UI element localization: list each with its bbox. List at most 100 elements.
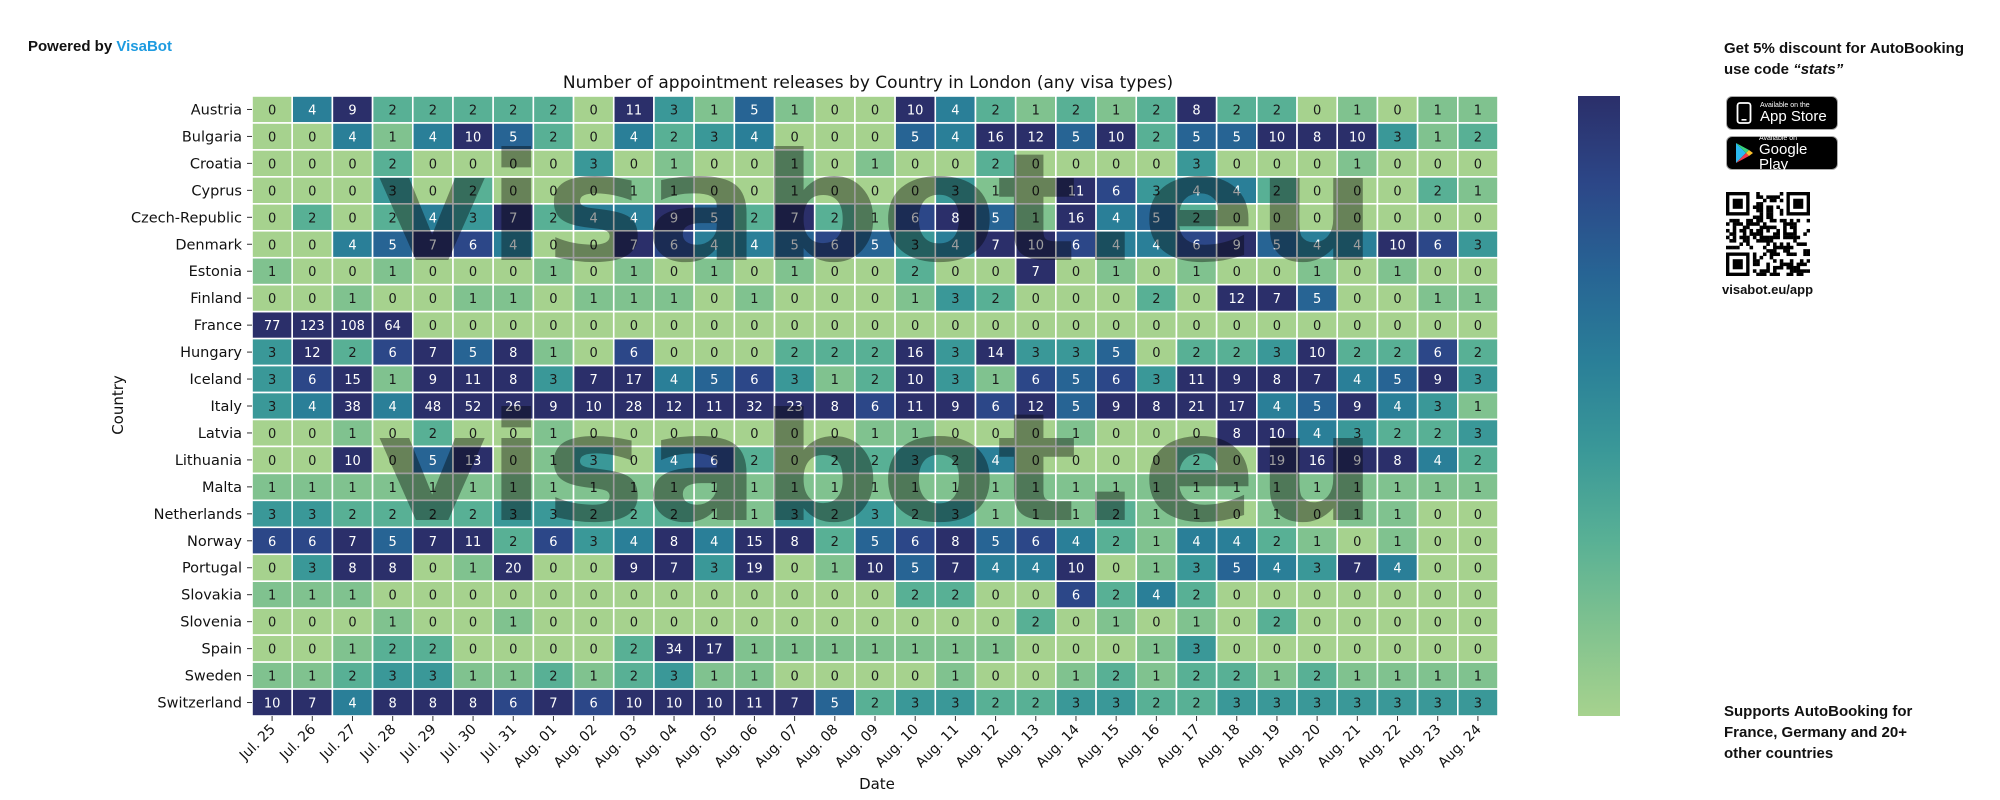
heatmap-cell xyxy=(974,95,1017,124)
cell-value-label: 3 xyxy=(670,103,678,118)
heatmap-cell xyxy=(371,634,414,663)
cell-value-label: 38 xyxy=(344,400,361,415)
cell-value-label: 3 xyxy=(1273,697,1281,712)
heatmap-cell xyxy=(572,499,615,529)
heatmap-cell xyxy=(612,229,655,259)
cell-value-label: 0 xyxy=(1032,292,1040,307)
cell-value-label: 0 xyxy=(509,157,517,172)
cell-value-label: 10 xyxy=(867,562,884,577)
cell-value-label: 4 xyxy=(348,130,356,145)
cell-value-label: 64 xyxy=(384,319,401,334)
qr-code-icon[interactable] xyxy=(1726,192,1810,276)
cell-value-label: 1 xyxy=(549,427,557,442)
cell-value-label: 0 xyxy=(348,616,356,631)
cell-value-label: 3 xyxy=(951,373,959,388)
cell-value-label: 4 xyxy=(951,130,959,145)
cell-value-label: 1 xyxy=(750,508,758,523)
promo-text-segment: France, Germany and 20+ xyxy=(1724,724,1908,741)
cell-value-label: 1 xyxy=(1032,508,1040,523)
heatmap-cell xyxy=(411,661,454,690)
google-play-badge[interactable]: Available on Google Play xyxy=(1726,135,1838,172)
cell-value-label: 0 xyxy=(710,346,718,361)
cell-value-label: 0 xyxy=(710,427,718,442)
cell-value-label: 3 xyxy=(590,157,598,172)
cell-value-label: 0 xyxy=(871,670,879,685)
cell-value-label: 5 xyxy=(1273,238,1281,253)
heatmap-cell xyxy=(773,176,816,205)
cell-value-label: 0 xyxy=(1393,157,1401,172)
cell-value-label: 1 xyxy=(1434,292,1442,307)
visabot-brand-link[interactable]: VisaBot xyxy=(116,38,172,55)
cell-value-label: 0 xyxy=(831,103,839,118)
cell-value-label: 2 xyxy=(469,184,477,199)
cell-value-label: 1 xyxy=(509,616,517,631)
heatmap-cell xyxy=(974,229,1017,259)
cell-value-label: 4 xyxy=(1233,184,1241,199)
heatmap-cell xyxy=(1256,580,1298,609)
cell-value-label: 3 xyxy=(710,562,718,577)
heatmap-cell xyxy=(331,310,374,340)
cell-value-label: 1 xyxy=(1273,670,1281,685)
heatmap-cell xyxy=(813,391,856,421)
cell-value-label: 11 xyxy=(706,400,723,415)
cell-value-label: 15 xyxy=(746,535,763,550)
heatmap-cell xyxy=(492,283,535,313)
cell-value-label: 12 xyxy=(1028,400,1045,415)
heatmap-cell xyxy=(974,337,1017,367)
cell-value-label: 0 xyxy=(1393,643,1401,658)
cell-value-label: 3 xyxy=(1152,184,1160,199)
cell-value-label: 1 xyxy=(1112,103,1120,118)
heatmap-cell xyxy=(1215,364,1258,394)
cell-value-label: 0 xyxy=(268,292,276,307)
cell-value-label: 0 xyxy=(1474,589,1482,604)
heatmap-cell xyxy=(1457,203,1499,232)
app-store-big-text: App Store xyxy=(1760,108,1827,125)
heatmap-cell xyxy=(934,499,977,529)
heatmap-cell xyxy=(331,95,374,124)
heatmap-cell xyxy=(854,283,896,313)
heatmap-cell xyxy=(1215,283,1258,313)
cell-value-label: 5 xyxy=(1233,562,1241,577)
cell-value-label: 4 xyxy=(951,238,959,253)
heatmap-cell xyxy=(1457,499,1499,529)
heatmap-cell xyxy=(813,149,856,178)
cell-value-label: 3 xyxy=(389,670,397,685)
promo-text-segment: use code xyxy=(1724,61,1794,78)
cell-value-label: 10 xyxy=(706,697,723,712)
cell-value-label: 0 xyxy=(630,454,638,469)
cell-value-label: 4 xyxy=(991,454,999,469)
cell-value-label: 2 xyxy=(1192,589,1200,604)
cell-value-label: 2 xyxy=(1152,697,1160,712)
cell-value-label: 2 xyxy=(1434,427,1442,442)
cell-value-label: 3 xyxy=(509,508,517,523)
heatmap-cell xyxy=(371,364,414,394)
cell-value-label: 5 xyxy=(871,535,879,550)
app-store-badge[interactable]: Available on the App Store xyxy=(1726,96,1838,130)
heatmap-cell xyxy=(693,445,736,475)
cell-value-label: 108 xyxy=(340,319,365,334)
cell-value-label: 0 xyxy=(1393,616,1401,631)
cell-value-label: 0 xyxy=(1474,265,1482,280)
cell-value-label: 0 xyxy=(429,562,437,577)
cell-value-label: 2 xyxy=(509,535,517,550)
cell-value-label: 4 xyxy=(1192,184,1200,199)
heatmap-cell xyxy=(331,526,374,556)
heatmap-cell xyxy=(693,95,736,124)
cell-value-label: 1 xyxy=(348,427,356,442)
heatmap-cell xyxy=(612,607,655,636)
heatmap-cell xyxy=(693,526,736,556)
cell-value-label: 0 xyxy=(268,130,276,145)
heatmap-cell xyxy=(733,364,776,394)
cell-value-label: 0 xyxy=(429,184,437,199)
heatmap-cell xyxy=(934,203,977,232)
heatmap-cell xyxy=(1095,149,1138,178)
cell-value-label: 2 xyxy=(1233,670,1241,685)
heatmap-cell xyxy=(331,203,374,232)
cell-value-label: 5 xyxy=(1112,346,1120,361)
heatmap-cell xyxy=(452,95,494,124)
cell-value-label: 5 xyxy=(871,238,879,253)
qr-url-text[interactable]: visabot.eu/app xyxy=(1722,282,1814,297)
x-tick-label: Aug. 14 xyxy=(1033,721,1083,771)
heatmap-cell xyxy=(894,607,937,636)
heatmap-cell xyxy=(1175,310,1218,340)
